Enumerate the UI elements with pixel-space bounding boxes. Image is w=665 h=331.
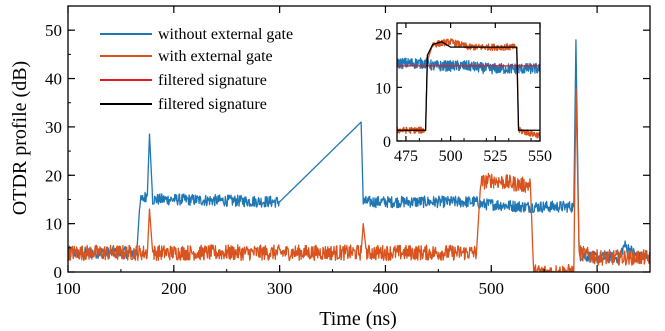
legend: without external gate with external gate f… (100, 26, 293, 113)
main-x-tick-label-0: 100 (55, 279, 81, 298)
main-y-tick-label-0: 0 (54, 263, 63, 282)
main-y-tick-label-5: 50 (45, 21, 62, 40)
inset-series-3-line (397, 41, 540, 131)
legend-label-1: with external gate (158, 48, 273, 65)
main-y-tick-label-3: 30 (45, 118, 62, 137)
inset-y-tick-label-1: 10 (375, 80, 391, 97)
main-y-tick-label-2: 20 (45, 166, 62, 185)
main-x-tick-label-5: 600 (584, 279, 610, 298)
legend-label-2: filtered signature (158, 72, 267, 89)
main-frame (67, 5, 651, 273)
inset-x-tick-label-0: 475 (394, 148, 418, 165)
main-y-tick-label-1: 10 (45, 215, 62, 234)
main-x-tick-label-2: 300 (267, 279, 293, 298)
main-plot-area (68, 39, 650, 272)
main-series-1-line (68, 87, 650, 272)
inset-x-tick-label-3: 550 (528, 148, 552, 165)
main-y-tick-label-4: 40 (45, 70, 62, 89)
y-axis-title: OTDR profile (dB) (9, 61, 31, 215)
inset-background (397, 23, 540, 141)
legend-label-0: without external gate (158, 26, 293, 43)
main-x-tick-label-3: 400 (373, 279, 399, 298)
inset-y-tick-label-2: 20 (375, 27, 391, 44)
x-axis-title: Time (ns) (319, 308, 397, 330)
legend-label-3: filtered signature (158, 96, 267, 113)
main-x-tick-label-1: 200 (161, 279, 187, 298)
inset-frame (396, 22, 541, 142)
main-series-0-line (68, 39, 650, 264)
inset-x-tick-label-1: 500 (439, 148, 463, 165)
inset-plot-area (397, 38, 540, 139)
inset-x-tick-label-2: 525 (483, 148, 507, 165)
main-x-tick-label-4: 500 (479, 279, 505, 298)
inset-y-tick-label-0: 0 (383, 134, 391, 151)
inset-chart: 475 500 525 550 0 10 20 (375, 22, 552, 165)
